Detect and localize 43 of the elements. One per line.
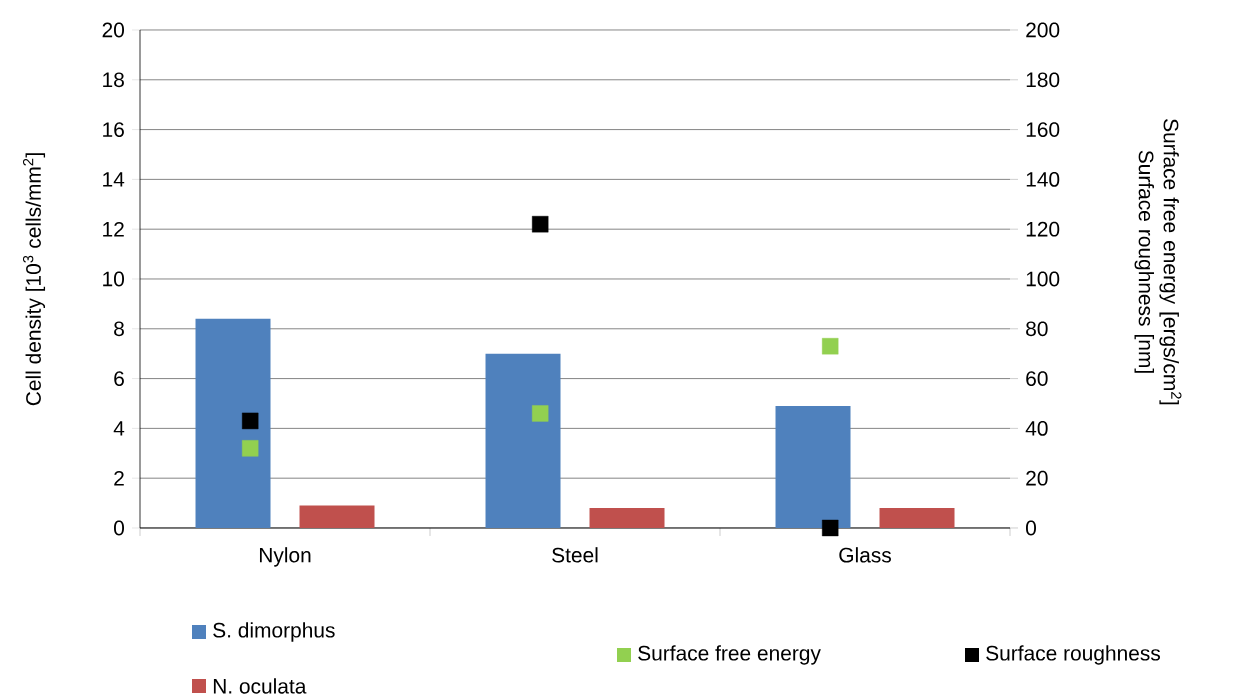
y-tick-label: 0 — [114, 520, 125, 536]
y2-tick-label: 100 — [1026, 271, 1060, 287]
y-tick-label: 18 — [103, 72, 124, 88]
bar — [299, 505, 375, 528]
y2-tick-label: 120 — [1026, 221, 1060, 237]
x-tick-label: Nylon — [259, 547, 311, 567]
legend-label: S. dimorphus — [213, 622, 335, 642]
y-tick-label: 16 — [103, 122, 124, 137]
point — [822, 338, 839, 355]
y-tick-label: 4 — [113, 421, 125, 436]
y2-tick-label: 200 — [1026, 22, 1060, 38]
y-tick-label: 20 — [102, 22, 125, 38]
y-tick-label: 10 — [103, 271, 125, 287]
y2-tick-label: 40 — [1025, 420, 1048, 436]
point — [242, 412, 259, 430]
x-tick-label: Glass — [839, 547, 891, 563]
bar — [589, 508, 665, 528]
y-tick-label: 6 — [114, 371, 124, 386]
y-tick-label: 8 — [114, 321, 124, 337]
bar — [195, 318, 271, 528]
legend-label: N. oculata — [213, 678, 307, 694]
y2-tick-label: 60 — [1026, 371, 1048, 386]
point — [532, 405, 549, 422]
y2-tick-label: 160 — [1026, 122, 1060, 137]
y2-tick-label: 20 — [1026, 470, 1048, 486]
point — [822, 519, 839, 537]
y-tick-label: 14 — [103, 172, 125, 187]
point — [532, 216, 549, 233]
y-tick-label: 12 — [103, 221, 124, 237]
legend-label: Surface roughness — [986, 645, 1161, 665]
y2-tick-label: 0 — [1026, 520, 1036, 536]
bar — [879, 508, 955, 528]
legend-label: Surface free energy — [638, 645, 821, 665]
y2-tick-label: 80 — [1026, 321, 1048, 337]
bar — [485, 353, 561, 528]
text: Surface free energy [ergs/cm$^{2}$] Surface roughness [nm] — [1134, 119, 1182, 405]
y2-tick-label: 180 — [1026, 72, 1060, 88]
x-tick-label: Steel — [552, 547, 598, 563]
y-axis-title: Cell density [10$^{3}$ cells/mm$^{2}$] — [22, 153, 46, 406]
y2-tick-label: 140 — [1026, 171, 1060, 187]
point — [242, 440, 259, 457]
y-tick-label: 2 — [114, 470, 124, 486]
bar — [775, 405, 851, 528]
